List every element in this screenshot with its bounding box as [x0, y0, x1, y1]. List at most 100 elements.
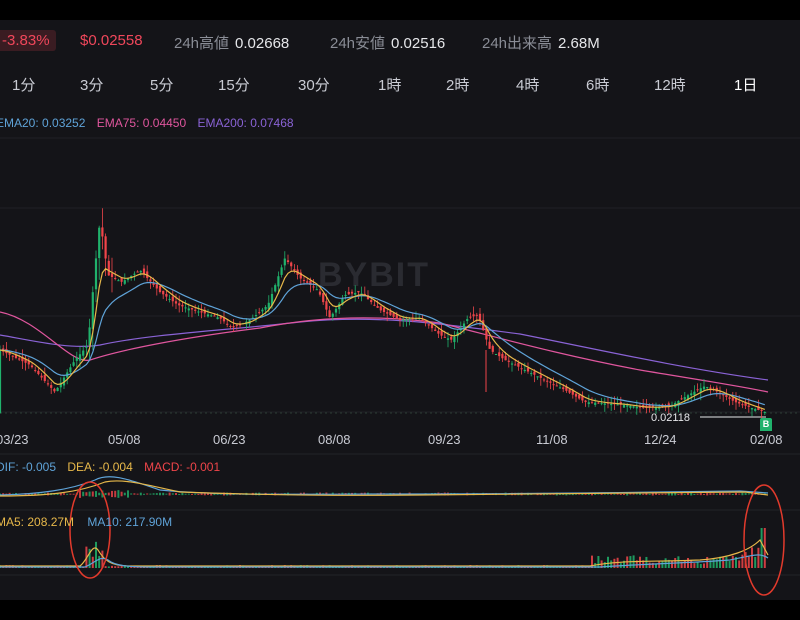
candle-body: [238, 324, 242, 326]
macd-bar: [751, 493, 753, 495]
macd-bar: [725, 493, 728, 495]
macd-bar: [600, 493, 603, 495]
macd-bar: [735, 492, 737, 496]
candle-body: [683, 397, 686, 400]
candle-body: [485, 327, 488, 340]
candle-body: [507, 360, 510, 362]
candle-body: [187, 308, 190, 311]
candle-body: [603, 403, 606, 405]
timeframe-15m[interactable]: 15分: [218, 77, 250, 94]
candle-body: [731, 397, 734, 401]
macd-bar: [37, 493, 40, 495]
candle-body: [18, 358, 21, 360]
timeframe-6h[interactable]: 6時: [586, 77, 610, 94]
candle-body: [203, 309, 206, 314]
exchange-watermark: BYBIT: [318, 256, 430, 294]
candle-body: [107, 260, 110, 276]
volume-ma10-line: [0, 554, 769, 568]
macd-bar: [187, 493, 190, 495]
candle-body: [520, 368, 523, 370]
candle-body: [427, 324, 430, 326]
macd-bar: [59, 492, 62, 496]
candle-body: [702, 386, 706, 390]
candle-body: [40, 375, 43, 378]
volume-panel: [0, 528, 769, 568]
volume-bar: [754, 556, 757, 568]
candle-body: [85, 346, 88, 348]
macd-bar: [0, 493, 1, 495]
candle-body: [536, 376, 539, 378]
candle-body: [277, 276, 280, 287]
macd-bar: [88, 491, 91, 497]
macd-bar: [98, 492, 101, 496]
timeframe-1m[interactable]: 1分: [12, 77, 36, 94]
ema75-line: [0, 311, 769, 393]
volume-bar: [645, 556, 648, 568]
volume-bar: [95, 541, 97, 568]
macd-bar: [194, 493, 197, 495]
candle-body: [555, 385, 558, 387]
macd-bar: [706, 492, 709, 496]
macd-bar: [719, 492, 721, 496]
x-axis-label: 08/08: [318, 432, 351, 447]
macd-bar: [677, 493, 680, 495]
candle-body: [725, 395, 728, 397]
candle-body: [174, 301, 178, 304]
candle-body: [158, 285, 162, 292]
volume-bar: [648, 562, 651, 568]
volume-bar: [88, 548, 91, 568]
macd-bar: [693, 493, 696, 495]
ema-legend: EMA20: 0.03252 EMA75: 0.04450 EMA200: 0.…: [0, 116, 302, 130]
candle-body: [34, 370, 37, 372]
stat-value: 0.02668: [235, 35, 290, 52]
candle-body: [370, 299, 373, 303]
volume-bar: [706, 556, 709, 568]
highlight-circles: [69, 481, 785, 596]
candle-body: [283, 258, 286, 266]
timeframe-4h[interactable]: 4時: [516, 77, 540, 94]
timeframe-2h[interactable]: 2時: [446, 77, 470, 94]
candle-body: [744, 402, 747, 406]
volume-ma5: MA5: 208.27M: [0, 515, 75, 529]
candle-body: [168, 298, 171, 300]
macd-bar: [175, 493, 177, 495]
timeframe-1h[interactable]: 1時: [378, 77, 402, 94]
macd-bar: [651, 492, 654, 496]
stat-label: 24h安値: [330, 35, 386, 52]
stat-label: 24h出来高: [482, 35, 553, 52]
macd-bar: [101, 490, 104, 498]
volume-bar: [651, 562, 654, 568]
stat-label: 24h高値: [174, 35, 230, 52]
candlestick-chart[interactable]: [0, 20, 800, 600]
candle-body: [699, 388, 702, 393]
macd-bar: [671, 492, 673, 496]
timeframe-12h[interactable]: 12時: [654, 77, 686, 94]
timeframe-3m[interactable]: 3分: [80, 77, 104, 94]
candle-body: [635, 406, 638, 409]
macd-bar: [747, 493, 750, 495]
candle-body: [754, 409, 757, 411]
volume-bar: [683, 560, 686, 568]
macd-bar: [159, 492, 161, 496]
ema75-path: [0, 311, 769, 393]
timeframe-5m[interactable]: 5分: [150, 77, 174, 94]
candle-body: [568, 389, 571, 393]
candle-body: [267, 302, 270, 310]
timeframe-30m[interactable]: 30分: [298, 77, 330, 94]
volume-bar: [603, 562, 606, 568]
timeframe-1d[interactable]: 1日: [734, 77, 758, 94]
volume-bar: [101, 550, 104, 568]
macd-bar: [597, 493, 600, 495]
macd-bar: [210, 492, 213, 496]
candle-body: [398, 317, 402, 320]
macd-bar: [741, 492, 744, 496]
macd-bar: [712, 493, 715, 495]
volume-bar: [693, 563, 696, 568]
candle-body: [402, 319, 405, 321]
candle-body: [395, 314, 398, 319]
candle-body: [616, 404, 619, 406]
macd-bar: [655, 493, 657, 495]
buy-marker[interactable]: B: [760, 418, 772, 431]
ema20-value: EMA20: 0.03252: [0, 116, 86, 130]
volume-bar: [722, 557, 725, 568]
